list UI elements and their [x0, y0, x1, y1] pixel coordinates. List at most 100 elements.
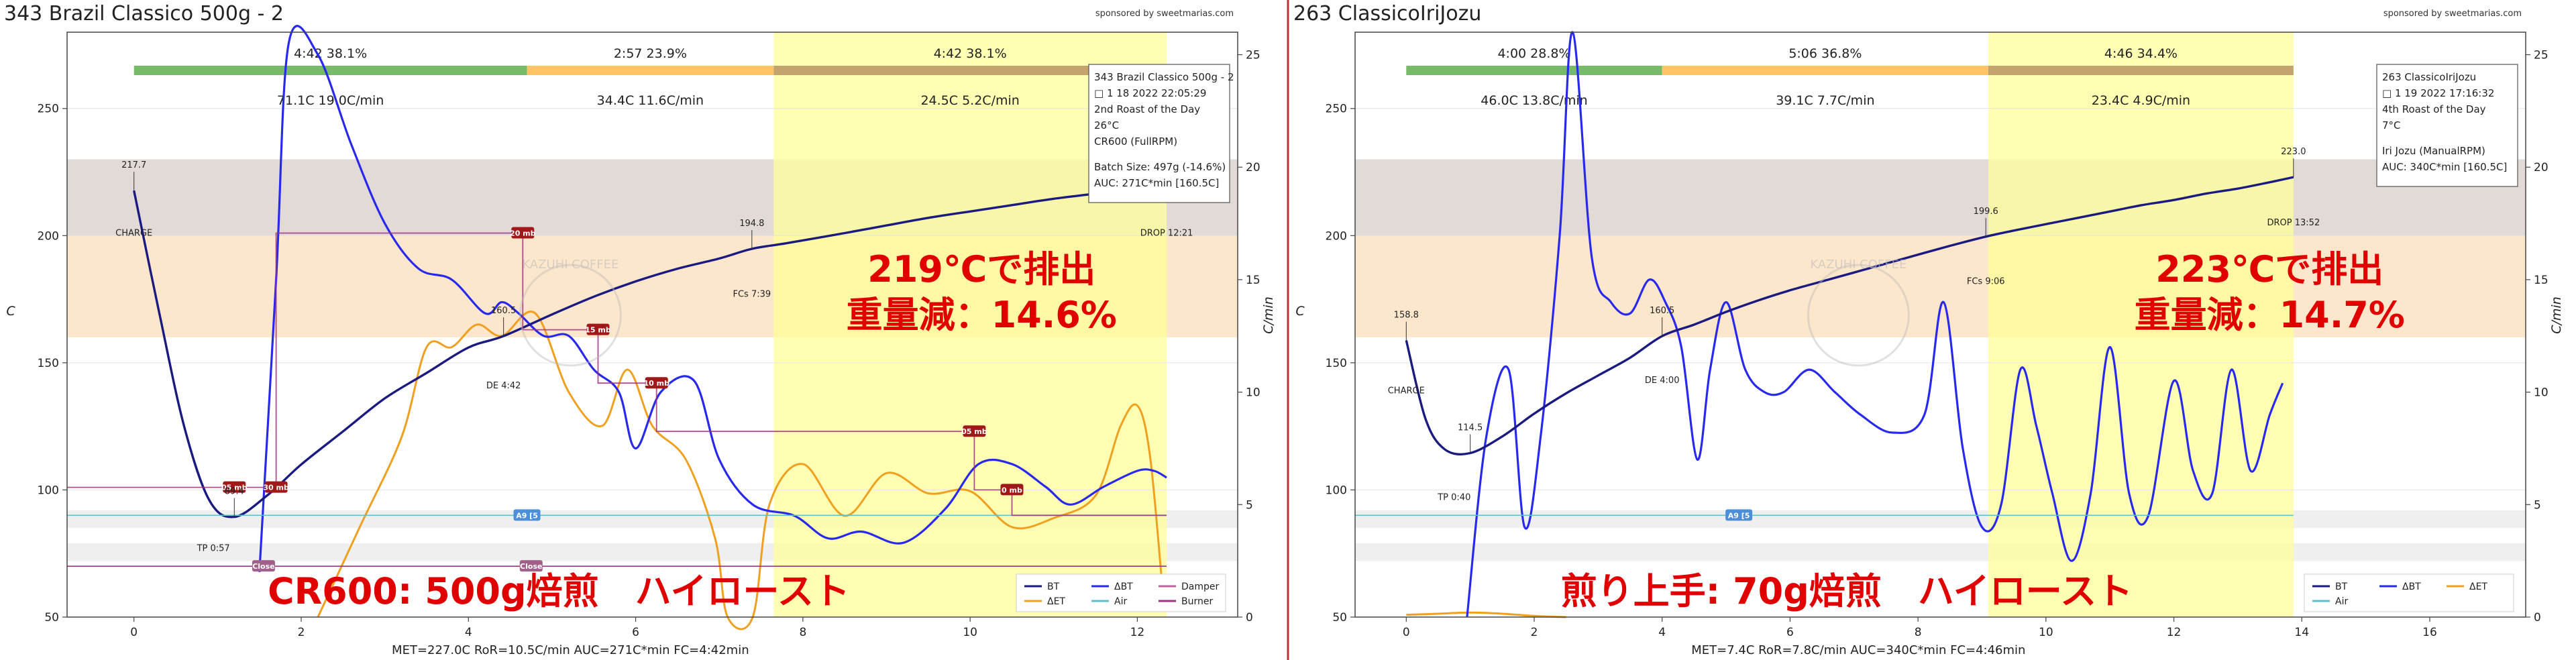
- event-marker: [1000, 484, 1024, 496]
- plot-frame: [1354, 32, 2526, 618]
- legend-entry: ΔBT: [2402, 582, 2421, 592]
- event-annotation: DE 4:00: [1645, 376, 1680, 386]
- phase-label: 4:46 34.4%: [2104, 46, 2178, 61]
- event-annotation: FCs 9:06: [1967, 276, 2005, 286]
- y2-axis-label: C/min: [2549, 296, 2564, 334]
- event-marker: [223, 481, 246, 493]
- plot-frame: [66, 32, 1238, 618]
- event-annotation: CHARGE: [1388, 386, 1425, 396]
- ror-band-lower: [1355, 543, 2526, 561]
- first-crack-band: [1355, 235, 2526, 337]
- x-tick-label: 4: [1658, 626, 1666, 639]
- event-annotation: DROP 13:52: [2267, 218, 2320, 228]
- phase-label: 4:00 28.8%: [1497, 46, 1570, 61]
- event-marker: [586, 323, 610, 335]
- x-tick-label: 0: [130, 626, 138, 639]
- footer-stats: MET=227.0C RoR=10.5C/min AUC=271C*min FC…: [392, 643, 749, 657]
- event-marker: [1725, 509, 1753, 521]
- y-tick-label: 150: [38, 357, 59, 370]
- event-marker: [513, 509, 541, 521]
- event-marker-label: Close: [520, 562, 542, 571]
- y-tick-label: 50: [44, 611, 59, 624]
- event-annotation: 114.5: [1458, 423, 1483, 433]
- ror-band-upper: [1355, 510, 2526, 529]
- y-tick-label: 100: [1326, 484, 1347, 497]
- phase-bar-1: [1406, 66, 1662, 75]
- event-marker: [511, 227, 535, 239]
- x-tick-label: 2: [1531, 626, 1538, 639]
- event-annotation: TP 0:40: [1437, 493, 1470, 503]
- x-tick-label: 6: [632, 626, 639, 639]
- y-tick-label: 150: [1326, 357, 1347, 370]
- legend-entry: Burner: [1181, 596, 1213, 607]
- phase-bar-2: [1662, 66, 1989, 75]
- y2-tick-label: 25: [1246, 49, 1260, 62]
- y2-tick-label: 10: [1246, 386, 1260, 400]
- callout-weight-loss: 重量減：14.6%: [847, 294, 1117, 336]
- y2-tick-label: 20: [1246, 161, 1260, 174]
- event-marker-label: 05 mb: [221, 484, 248, 492]
- legend-entry: BT: [2335, 582, 2348, 592]
- info-box-line: 343 Brazil Classico 500g - 2: [1094, 71, 1234, 83]
- info-box: [1088, 64, 1230, 203]
- info-box-line: 26°C: [1094, 119, 1119, 131]
- event-annotation: 199.6: [1974, 207, 1998, 217]
- event-marker-label: 0 mb: [1002, 486, 1022, 494]
- y-axis-label: C: [6, 304, 15, 319]
- event-annotation: 89.4: [225, 487, 244, 497]
- phase-bar-1: [133, 66, 527, 75]
- chart-panel-2: 4:00 28.8% 46.0C 13.8C/min 5:06 36.8% 39.1C…: [1293, 2, 2564, 657]
- x-tick-label: 2: [298, 626, 305, 639]
- phase-label: 5:06 36.8%: [1788, 46, 1862, 61]
- phase-bar-3: [1988, 66, 2294, 75]
- event-annotation: 160.5: [491, 306, 516, 316]
- x-tick-label: 8: [799, 626, 806, 639]
- phase-bar-3: [773, 66, 1167, 75]
- y-tick-label: 250: [38, 103, 59, 116]
- x-tick-label: 8: [1915, 626, 1922, 639]
- watermark-logo: [1807, 264, 1910, 367]
- phase-stats: 46.0C 13.8C/min: [1481, 93, 1587, 108]
- event-annotation: 217.7: [121, 160, 146, 170]
- event-marker-label: A9 [5: [516, 511, 538, 520]
- event-annotation: 194.8: [739, 219, 764, 229]
- phase-stats: 23.4C 4.9C/min: [2092, 93, 2190, 108]
- info-box: [2376, 64, 2518, 187]
- event-annotation: DROP 12:21: [1140, 228, 1193, 238]
- bottom-caption: 煎り上手: 70g焙煎 ハイロースト: [1561, 570, 2133, 612]
- info-box-line: CR600 (FullRPM): [1094, 135, 1177, 148]
- info-box-line: AUC: 271C*min [160.5C]: [1094, 177, 1219, 189]
- phase-label: 4:42 38.1%: [934, 46, 1007, 61]
- legend-box: [1016, 573, 1226, 612]
- legend-entry: ΔET: [1047, 596, 1065, 607]
- callout-drop-temp: 223℃で排出: [2155, 248, 2383, 290]
- bt-line: [133, 185, 1167, 518]
- chart-panel-1: 4:42 38.1% 71.1C 19.0C/min 2:57 23.9% 34.4C…: [4, 2, 1276, 657]
- event-annotation: TP 0:57: [197, 543, 230, 553]
- y2-tick-label: 0: [1246, 611, 1253, 624]
- y2-tick-label: 25: [2534, 49, 2548, 62]
- info-box-line: 7°C: [2382, 119, 2401, 131]
- info-box-line: □ 1 18 2022 22:05:29: [1094, 87, 1206, 99]
- delta-et-line: [1406, 611, 1566, 618]
- callout-drop-temp: 219℃で排出: [867, 248, 1095, 290]
- x-tick-label: 12: [2167, 626, 2182, 639]
- x-tick-label: 14: [2294, 626, 2309, 639]
- event-marker: [645, 377, 668, 389]
- phase-label: 4:42 38.1%: [294, 46, 367, 61]
- info-box-line: 4th Roast of the Day: [2382, 103, 2486, 115]
- event-annotation: 160.5: [1650, 306, 1674, 316]
- bottom-caption: CR600: 500g焙煎 ハイロースト: [268, 570, 850, 612]
- event-marker: [963, 425, 986, 437]
- phase-stats: 39.1C 7.7C/min: [1776, 93, 1874, 108]
- event-marker-label: 05 mb: [961, 427, 987, 436]
- y-tick-label: 250: [1326, 103, 1347, 116]
- callout-weight-loss: 重量減：14.7%: [2135, 294, 2405, 336]
- phase-label: 2:57 23.9%: [614, 46, 687, 61]
- sponsor-text: sponsored by sweetmarias.com: [2383, 9, 2522, 19]
- event-marker: [519, 560, 543, 572]
- delta-bt-line: [258, 25, 1167, 572]
- y2-tick-label: 10: [2534, 386, 2548, 400]
- y2-tick-label: 5: [1246, 498, 1253, 512]
